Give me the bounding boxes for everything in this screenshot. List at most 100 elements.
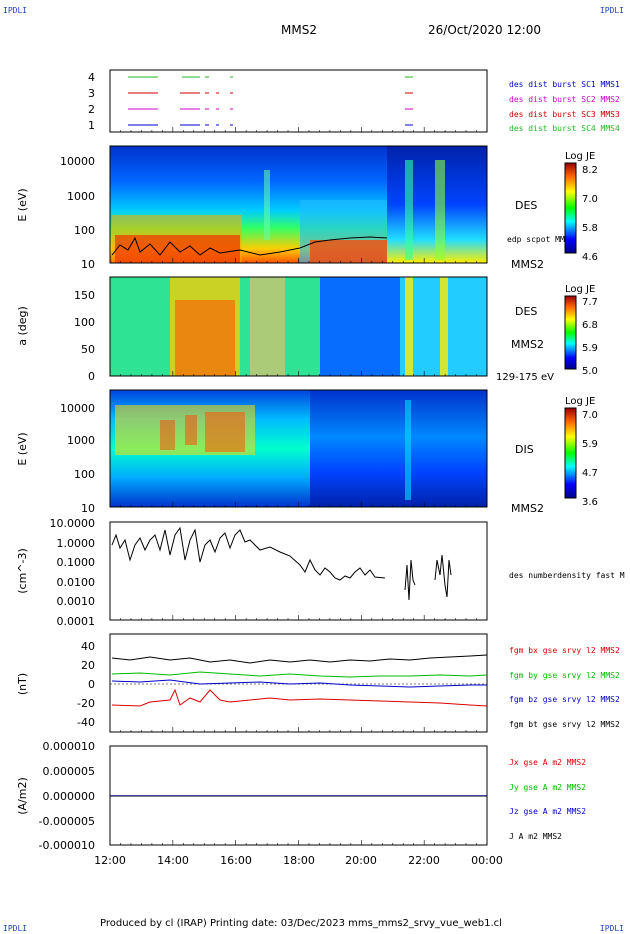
- density-line: [111, 526, 386, 581]
- spectrogram-region: [440, 277, 448, 376]
- legend-label: Jz gse A m2 MMS2: [509, 807, 586, 816]
- x-tick-label: 18:00: [283, 854, 315, 867]
- x-axis: 12:00 14:00 16:00 18:00 20:00 22:00 00:0…: [94, 854, 503, 867]
- tick-label: 10: [81, 502, 95, 515]
- legend-label: J A m2 MMS2: [509, 832, 562, 841]
- spectrogram-region: [435, 160, 445, 260]
- spectrogram-region: [405, 160, 413, 260]
- tick-label: 1000: [67, 434, 95, 447]
- colorbar: [564, 295, 577, 370]
- corner-label-top-right: IPDLI: [599, 6, 624, 15]
- tick-label: 1000: [67, 190, 95, 203]
- legend-label: des dist burst SC2 MMS2: [509, 95, 620, 104]
- panel-current: -0.000010 -0.000005 0.000000 0.000005 0.…: [16, 740, 586, 852]
- tick-label: 1.0000: [57, 537, 96, 550]
- spectrogram-region: [310, 240, 387, 263]
- corner-label-top-left: IPDLI: [3, 6, 28, 15]
- x-tick-label: 14:00: [157, 854, 189, 867]
- colorbar-title: Log JE: [565, 396, 595, 407]
- bz-line: [111, 679, 487, 688]
- scpot-line: [111, 236, 388, 256]
- tick-label: 0.0010: [57, 595, 96, 608]
- spacecraft-label: MMS2: [511, 258, 544, 271]
- page-title: MMS2: [281, 23, 317, 37]
- spectrogram-region: [320, 277, 400, 376]
- legend-label: fgm bz gse srvy l2 MMS2: [509, 695, 620, 704]
- colorbar-tick: 5.8: [582, 223, 598, 234]
- spectrogram-region: [185, 415, 197, 445]
- tick-label: 20: [81, 659, 95, 672]
- tick-label: 0.1000: [57, 556, 96, 569]
- colorbar-tick: 3.6: [582, 497, 598, 508]
- x-tick-label: 16:00: [220, 854, 252, 867]
- colorbar: [564, 407, 577, 499]
- tick-label: -40: [77, 716, 95, 729]
- tick-label: -20: [77, 697, 95, 710]
- instrument-label: DES: [515, 199, 537, 212]
- spectrogram-region: [175, 300, 235, 376]
- legend-label: fgm bt gse srvy l2 MMS2: [509, 720, 620, 729]
- tick-label: 0.000000: [43, 790, 96, 803]
- tick-label: 0.0100: [57, 576, 96, 589]
- corner-label-bottom-left: IPDLI: [3, 924, 28, 933]
- tick-label: 0.000005: [43, 765, 96, 778]
- colorbar-tick: 4.6: [582, 252, 598, 263]
- panel-density-frame: [109, 521, 488, 621]
- colorbar-tick: 7.0: [582, 194, 598, 205]
- panel-burst: 1 2 3 4 des dist burst SC1 MMS1 des dist…: [88, 69, 620, 133]
- tick-label: 3: [88, 87, 95, 100]
- x-tick-label: 22:00: [408, 854, 440, 867]
- overlay-label: edp scpot MMS2: [507, 235, 575, 244]
- colorbar-tick: 6.8: [582, 320, 598, 331]
- tick-label: 4: [88, 71, 95, 84]
- panel-burst-frame: [109, 69, 488, 133]
- tick-label: 100: [74, 316, 95, 329]
- legend-label: Jx gse A m2 MMS2: [509, 758, 586, 767]
- spectrogram-region: [405, 400, 411, 500]
- colorbar-tick: 8.2: [582, 165, 598, 176]
- tick-label: 10000: [60, 155, 95, 168]
- tick-label: 150: [74, 289, 95, 302]
- colorbar: [564, 162, 577, 254]
- panel-des-pitch: 0 50 100 150 a (deg) DES MMS2 129-175 eV…: [16, 276, 598, 383]
- colorbar-tick: 7.7: [582, 297, 598, 308]
- tick-label: 0.0001: [57, 615, 96, 628]
- by-line: [111, 671, 488, 678]
- spectrogram-region: [250, 277, 285, 376]
- page-datetime: 26/Oct/2020 12:00: [428, 23, 542, 37]
- colorbar-tick: 5.0: [582, 366, 598, 377]
- spectrogram-region: [160, 420, 175, 450]
- legend-label: des numberdensity fast M: [509, 571, 625, 580]
- panel-bfield: -40 -20 0 20 40 (nT) fgm bx gse srvy l2 …: [16, 633, 620, 733]
- tick-label: 10: [81, 258, 95, 271]
- tick-label: 100: [74, 468, 95, 481]
- colorbar-title: Log JE: [565, 284, 595, 295]
- tick-label: 100: [74, 224, 95, 237]
- spectrogram-region: [264, 170, 270, 240]
- bt-line: [111, 654, 488, 664]
- colorbar-tick: 5.9: [582, 343, 598, 354]
- x-tick-label: 12:00: [94, 854, 126, 867]
- spectrogram-region: [205, 412, 245, 452]
- axis-label: E (eV): [16, 188, 29, 221]
- x-tick-label: 20:00: [345, 854, 377, 867]
- tick-label: 1: [88, 119, 95, 132]
- bx-line: [111, 688, 488, 707]
- axis-label: (nT): [16, 673, 29, 695]
- tick-label: 10.0000: [50, 517, 96, 530]
- corner-label-bottom-right: IPDLI: [599, 924, 624, 933]
- axis-label: E (eV): [16, 432, 29, 465]
- legend-label: Jy gse A m2 MMS2: [509, 783, 586, 792]
- panel-bfield-frame: [109, 633, 488, 733]
- colorbar-tick: 4.7: [582, 468, 598, 479]
- density-line: [404, 559, 416, 601]
- legend-label: fgm by gse srvy l2 MMS2: [509, 671, 620, 680]
- tick-label: 2: [88, 103, 95, 116]
- tick-label: 0: [88, 370, 95, 383]
- tick-label: 10000: [60, 402, 95, 415]
- colorbar-tick: 7.0: [582, 410, 598, 421]
- density-line: [434, 554, 452, 598]
- tick-label: -0.000005: [39, 815, 95, 828]
- legend-label: des dist burst SC4 MMS4: [509, 124, 620, 133]
